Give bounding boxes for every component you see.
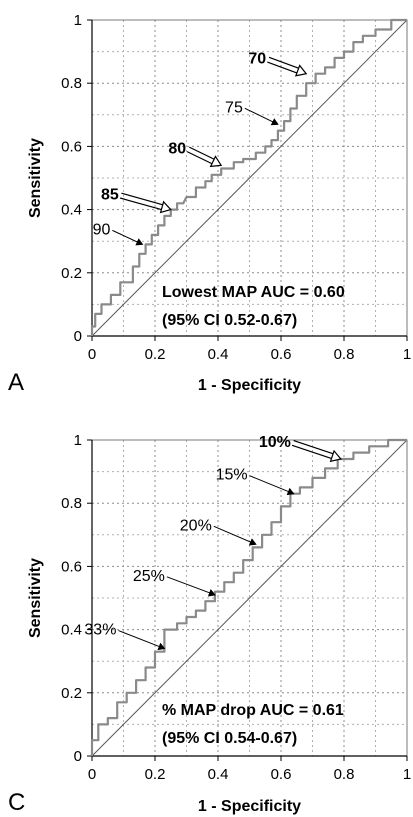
x-tick-label: 0.2: [145, 766, 166, 783]
threshold-label: 25%: [133, 568, 165, 585]
y-tick-label: 0.2: [61, 265, 82, 282]
threshold-arrow: [244, 107, 279, 126]
threshold-label: 80: [168, 140, 186, 157]
threshold-label: 20%: [180, 517, 212, 534]
bold-arrow-shaft: [267, 61, 299, 74]
bold-arrow-head: [159, 200, 172, 214]
roc-panel-a: 0 0.2 0.4 0.6 0.8 1 0 0.2 0.4 0.6 0.8 1 1 - Specific…: [8, 12, 411, 396]
y-tick-label: 0: [74, 328, 82, 345]
threshold-arrow: [249, 475, 295, 496]
y-tick-label: 0.2: [61, 685, 82, 702]
reference-diagonal: [91, 439, 408, 757]
x-tick-label: 0.4: [208, 346, 229, 363]
y-tick-label: 0.6: [61, 138, 82, 155]
y-axis-label: Sensitivity: [27, 558, 44, 638]
x-tick-label: 1: [403, 766, 411, 783]
roc-curve-line: [90, 18, 407, 336]
threshold-label: 10%: [259, 434, 291, 451]
y-tick-label: 1: [74, 12, 82, 29]
threshold-label: 85: [101, 187, 119, 204]
auc-annotation: Lowest MAP AUC = 0.60: [162, 284, 345, 301]
bold-arrow-shaft: [293, 440, 335, 455]
threshold-arrow: [166, 576, 216, 597]
x-tick-label: 0: [88, 346, 96, 363]
bold-arrow-head: [209, 155, 223, 168]
bold-arrow-shaft: [186, 151, 214, 165]
auc-annotation: (95% CI 0.54-0.67): [162, 730, 297, 747]
threshold-label: 33%: [84, 622, 116, 639]
x-tick-label: 0.8: [334, 766, 355, 783]
y-tick-label: 0.4: [61, 202, 82, 219]
threshold-label: 15%: [216, 467, 248, 484]
y-tick-label: 0: [74, 748, 82, 765]
auc-annotation: (95% CI 0.52-0.67): [162, 312, 297, 329]
x-tick-label: 0: [88, 766, 96, 783]
y-tick-label: 0.6: [61, 558, 82, 575]
x-tick-label: 0.4: [208, 766, 229, 783]
bold-arrow-shaft: [268, 56, 300, 70]
bold-arrow-shaft: [291, 444, 333, 460]
y-tick-label: 0.8: [61, 75, 82, 92]
y-tick-label: 0.8: [61, 495, 82, 512]
auc-annotation: % MAP drop AUC = 0.61: [162, 702, 344, 719]
threshold-label: 75: [225, 99, 243, 116]
x-tick-label: 0.8: [334, 346, 355, 363]
panel-label: C: [8, 789, 25, 816]
bold-arrow-head: [329, 449, 342, 463]
bold-arrow-shaft: [188, 146, 216, 161]
x-tick-label: 0.6: [271, 766, 292, 783]
x-tick-label: 1: [403, 346, 411, 363]
threshold-arrow: [118, 630, 166, 651]
x-axis-label: 1 - Specificity: [198, 798, 301, 815]
threshold-label: 90: [93, 221, 111, 238]
bold-arrow-shaft: [119, 197, 163, 211]
x-tick-label: 0.2: [145, 346, 166, 363]
x-tick-label: 0.6: [271, 346, 292, 363]
threshold-arrow: [112, 229, 144, 246]
panel-label: A: [8, 369, 24, 396]
y-tick-label: 1: [74, 432, 82, 449]
roc-panel-c: 0 0.2 0.4 0.6 0.8 1 0 0.2 0.4 0.6 0.8 1 1 - Specific…: [8, 432, 411, 816]
y-axis-label: Sensitivity: [27, 138, 44, 218]
roc-curve-line: [90, 438, 407, 756]
bold-arrow-head: [294, 64, 308, 77]
x-axis-label: 1 - Specificity: [198, 377, 301, 394]
threshold-arrow: [213, 525, 257, 546]
bold-arrow-shaft: [121, 192, 164, 206]
threshold-label: 70: [248, 51, 266, 68]
reference-diagonal: [91, 19, 408, 337]
y-tick-label: 0.4: [61, 622, 82, 639]
